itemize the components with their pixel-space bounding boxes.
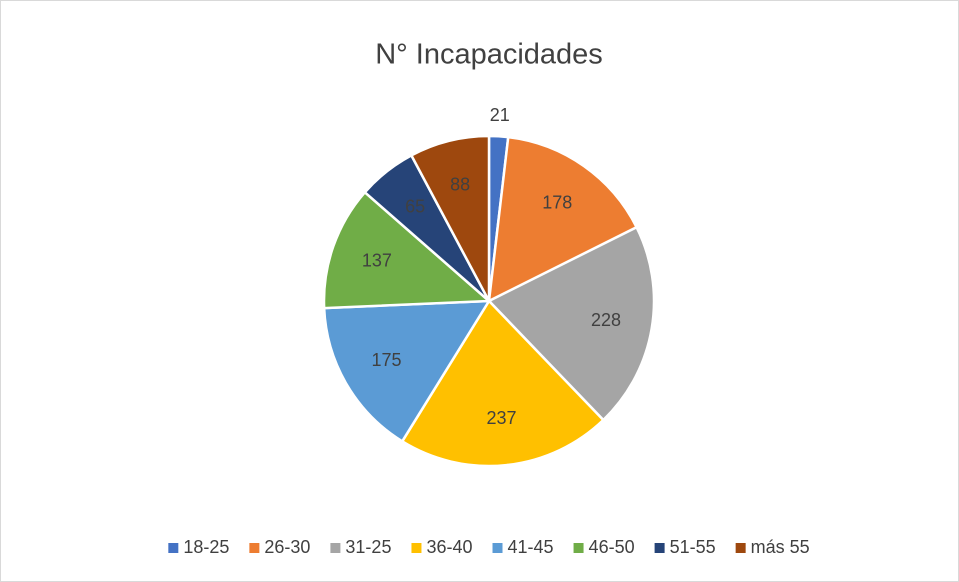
- legend-label: 41-45: [508, 537, 554, 557]
- legend-swatch: [411, 543, 422, 553]
- pie-slice: [322, 299, 492, 444]
- legend-swatch: [330, 543, 341, 553]
- data-label: 237: [487, 408, 517, 428]
- data-label: 178: [542, 193, 572, 213]
- legend: 18-25 26-30 31-25 36-40 41-45 46-50 51-55 más 5…: [168, 537, 810, 557]
- legend-label: 51-55: [670, 537, 716, 557]
- legend-label: 31-25: [345, 537, 391, 557]
- chart-title: N° Incapacidades: [375, 39, 603, 71]
- pie-slice: [400, 298, 606, 468]
- legend-label: 36-40: [426, 537, 472, 557]
- pie-slice: [487, 135, 639, 304]
- pie-slice: [486, 225, 656, 422]
- data-label: 175: [371, 350, 401, 370]
- legend-label: más 55: [751, 537, 810, 557]
- legend-label: 46-50: [589, 537, 635, 557]
- legend-swatch: [654, 543, 665, 553]
- data-label: 137: [362, 250, 392, 270]
- data-label: 65: [405, 197, 425, 217]
- data-label: 21: [490, 105, 510, 125]
- data-label: 228: [591, 310, 621, 330]
- legend-swatch: [492, 543, 503, 553]
- legend-label: 18-25: [183, 537, 229, 557]
- legend-swatch: [168, 543, 179, 553]
- pie-slice: [322, 190, 493, 310]
- legend-swatch: [573, 543, 584, 553]
- legend-swatch: [735, 543, 746, 553]
- legend-swatch: [249, 543, 260, 553]
- data-label: 88: [450, 174, 470, 194]
- pie-slice: [409, 134, 491, 302]
- legend-label: 26-30: [264, 537, 310, 557]
